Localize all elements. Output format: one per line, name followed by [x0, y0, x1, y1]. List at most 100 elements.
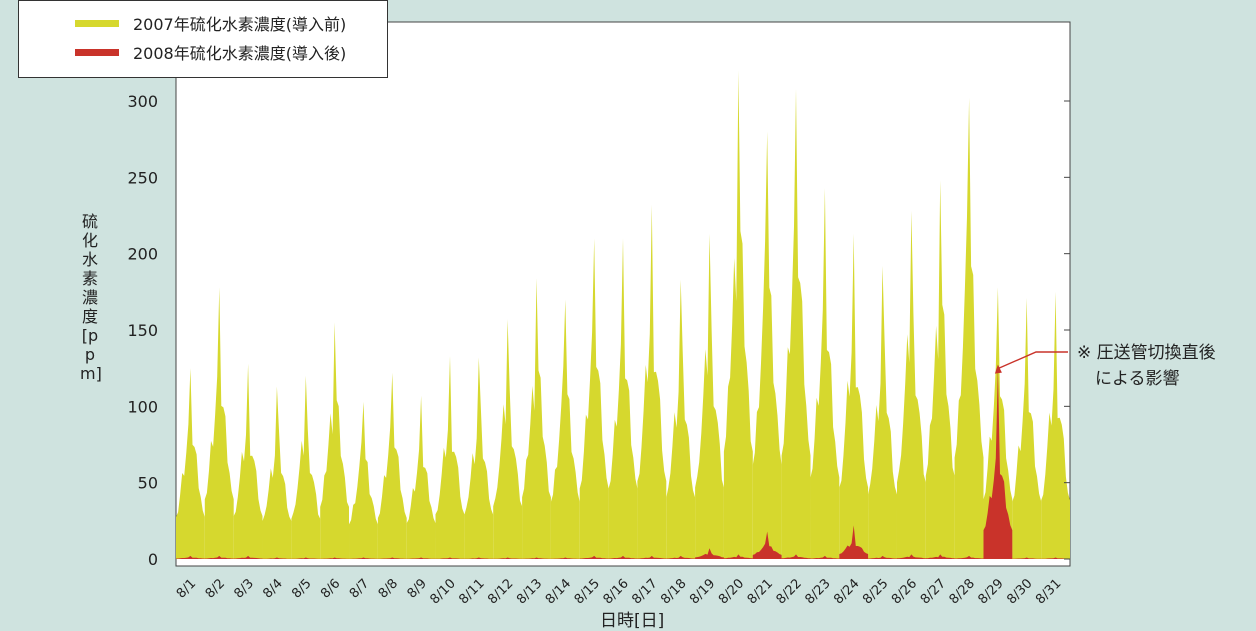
area-mark	[608, 555, 638, 559]
y-axis: 0 50 100 150 200 250 300	[127, 92, 1070, 569]
area-mark	[579, 555, 609, 559]
x-tick-label: 8/11	[456, 576, 487, 607]
x-tick-label: 8/9	[405, 576, 430, 601]
legend-item-2007: 2007年硫化水素濃度(導入前)	[75, 9, 346, 37]
x-tick-label: 8/24	[831, 576, 862, 607]
x-tick-label: 8/10	[428, 576, 459, 607]
area-mark	[262, 557, 292, 559]
x-tick-label: 8/30	[1004, 576, 1035, 607]
area-mark	[291, 557, 321, 559]
area-mark	[291, 375, 321, 559]
area-mark	[262, 386, 292, 559]
annotation-arrowhead	[994, 364, 1002, 374]
legend-label-2007: 2007年硫化水素濃度(導入前)	[133, 15, 347, 34]
y-tick-label: 300	[127, 92, 158, 111]
area-mark	[204, 287, 234, 559]
y-tick-label: 150	[127, 321, 158, 340]
annotation-leader-line	[997, 351, 1068, 370]
area-mark	[1041, 557, 1070, 559]
x-tick-label: 8/29	[975, 576, 1006, 607]
area-mark	[666, 279, 696, 559]
x-tick-label: 8/28	[947, 576, 978, 607]
x-tick-label: 8/26	[889, 576, 920, 607]
x-tick-label: 8/13	[514, 576, 545, 607]
legend: 2007年硫化水素濃度(導入前) 2008年硫化水素濃度(導入後)	[18, 0, 388, 78]
legend-item-2008: 2008年硫化水素濃度(導入後)	[75, 38, 346, 66]
y-tick-label: 250	[127, 168, 158, 187]
y-axis-title: 硫化水素濃度[ppm]	[80, 212, 102, 383]
area-mark	[839, 233, 869, 560]
x-tick-label: 8/19	[687, 576, 718, 607]
area-mark	[233, 555, 263, 559]
area-mark	[983, 366, 1013, 559]
x-tick-label: 8/4	[260, 576, 285, 601]
annotation-arrow	[994, 351, 1068, 374]
x-axis-title: 日時[日]	[600, 611, 665, 631]
area-mark	[723, 554, 753, 559]
area-mark	[954, 97, 984, 560]
area-mark	[954, 555, 984, 559]
x-tick-label: 8/3	[232, 576, 257, 601]
legend-swatch-2007	[75, 19, 119, 27]
y-tick-label: 50	[138, 474, 158, 493]
area-mark	[320, 557, 350, 559]
area-mark	[349, 401, 378, 559]
x-tick-label: 8/8	[376, 576, 401, 601]
x-tick-label: 8/15	[572, 576, 603, 607]
x-tick-label: 8/12	[485, 576, 516, 607]
x-tick-label: 8/27	[918, 576, 949, 607]
area-mark	[1012, 557, 1042, 559]
area-mark	[176, 368, 205, 559]
area-mark	[637, 204, 667, 560]
area-mark	[925, 180, 955, 559]
area-mark	[176, 555, 205, 559]
area-mark	[666, 555, 696, 559]
area-mark	[868, 555, 897, 559]
y-tick-label: 100	[127, 397, 158, 416]
x-tick-label: 8/22	[774, 576, 805, 607]
area-mark	[752, 131, 782, 559]
area-mark	[579, 238, 609, 559]
x-tick-label: 8/6	[318, 576, 343, 601]
x-tick-label: 8/18	[658, 576, 689, 607]
area-mark	[435, 356, 465, 559]
area-mark	[839, 525, 869, 559]
area-mark	[522, 278, 551, 559]
area-mark	[320, 322, 350, 559]
area-mark	[522, 557, 551, 559]
x-tick-label: 8/31	[1033, 576, 1064, 607]
area-mark	[608, 238, 638, 559]
x-axis: 8/1 8/2 8/3 8/4 8/5 8/6 8/7 8/8 8/98/108/118/128…	[174, 576, 1065, 607]
x-tick-label: 8/2	[203, 576, 228, 601]
area-mark	[810, 188, 840, 559]
legend-label-2008: 2008年硫化水素濃度(導入後)	[133, 44, 347, 63]
area-mark	[204, 555, 234, 559]
area-mark	[406, 557, 436, 559]
x-tick-label: 8/5	[289, 576, 314, 601]
x-tick-label: 8/20	[716, 576, 747, 607]
area-mark	[896, 554, 926, 559]
legend-swatch-2008	[75, 48, 119, 56]
annotation-line-1: ※ 圧送管切換直後	[1077, 343, 1216, 363]
area-mark	[925, 554, 955, 559]
series-2007-group	[176, 70, 1070, 560]
x-tick-label: 8/7	[347, 576, 372, 601]
area-mark	[406, 395, 436, 559]
y-tick-label: 0	[148, 550, 158, 569]
area-mark	[464, 557, 494, 559]
area-mark	[233, 363, 263, 559]
x-tick-label: 8/16	[601, 576, 632, 607]
annotation: ※ 圧送管切換直後 による影響	[1077, 340, 1216, 392]
area-mark	[1012, 297, 1042, 559]
area-mark	[1041, 291, 1070, 559]
x-tick-label: 8/21	[745, 576, 776, 607]
area-mark	[550, 557, 580, 559]
area-mark	[695, 548, 724, 559]
annotation-line-2: による影響	[1095, 369, 1180, 389]
area-mark	[435, 557, 465, 559]
area-mark	[550, 299, 580, 559]
area-mark	[377, 557, 407, 559]
y-tick-label: 200	[127, 245, 158, 264]
area-mark	[493, 319, 523, 559]
